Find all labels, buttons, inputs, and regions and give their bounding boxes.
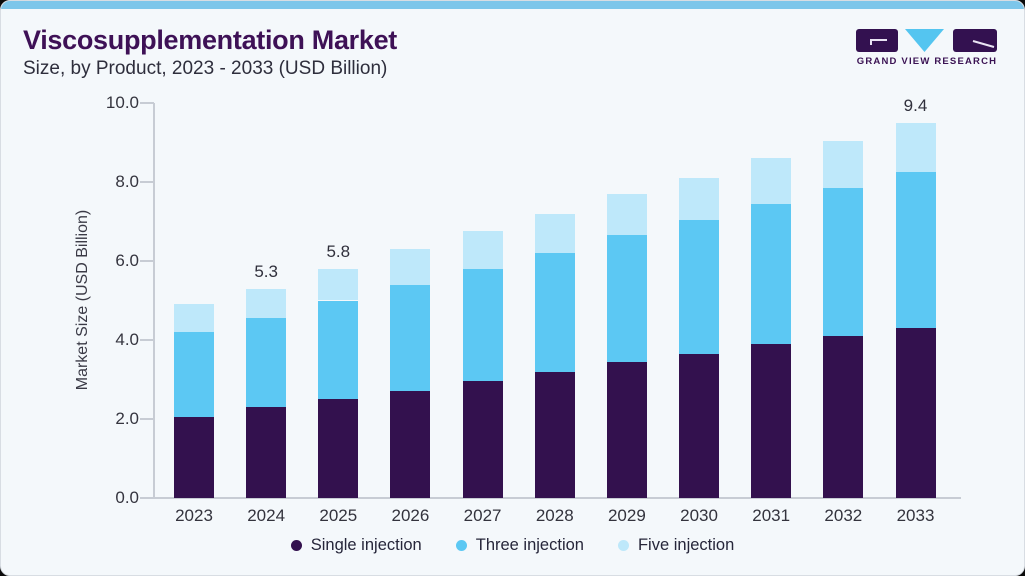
bar-2029-five-injection bbox=[606, 193, 647, 236]
bar-2030-five-injection bbox=[679, 178, 720, 220]
x-axis-label-2031: 2031 bbox=[752, 506, 791, 525]
bar-2023-single-injection bbox=[174, 417, 214, 498]
bar-2026-five-injection bbox=[390, 249, 431, 285]
gvr-logo-icon bbox=[856, 29, 997, 52]
bar-2031-three-injection bbox=[751, 203, 792, 344]
bar-2023-three-injection bbox=[174, 332, 214, 418]
bar-2024-five-injection bbox=[246, 288, 287, 319]
y-axis-tick-label: 6.0 bbox=[115, 250, 139, 270]
x-axis-label-2028: 2028 bbox=[535, 506, 574, 525]
bar-total-label-2024: 5.3 bbox=[254, 261, 278, 281]
legend-dot-single-injection bbox=[290, 540, 302, 551]
bar-2027-three-injection bbox=[462, 268, 503, 382]
y-axis-tick-label: 4.0 bbox=[115, 329, 139, 349]
gvr-logo-text: GRAND VIEW RESEARCH bbox=[856, 56, 998, 67]
bar-2031-single-injection bbox=[751, 343, 792, 498]
bar-2030-three-injection bbox=[679, 219, 720, 354]
bar-2025-three-injection bbox=[318, 300, 359, 400]
y-axis-line bbox=[153, 103, 155, 498]
y-axis-tick-label: 10.0 bbox=[105, 92, 139, 112]
bar-2028-five-injection bbox=[534, 213, 575, 254]
bar-2024-single-injection bbox=[246, 407, 287, 498]
x-axis-label-2030: 2030 bbox=[680, 506, 718, 525]
y-axis-tick-label: 8.0 bbox=[115, 171, 139, 191]
legend-label-three-injection: Three injection bbox=[475, 536, 584, 554]
bar-2029-single-injection bbox=[606, 361, 647, 498]
y-axis-tick bbox=[140, 339, 154, 341]
x-axis-label-2029: 2029 bbox=[607, 506, 646, 525]
x-axis-label-2026: 2026 bbox=[391, 506, 430, 525]
bar-2033-single-injection bbox=[895, 328, 936, 498]
bar-2032-single-injection bbox=[823, 336, 864, 498]
bar-2025-five-injection bbox=[318, 268, 359, 301]
x-axis-label-2025: 2025 bbox=[319, 506, 358, 525]
bar-2024-three-injection bbox=[246, 318, 287, 408]
legend-label-single-injection: Single injection bbox=[310, 536, 422, 554]
x-axis-label-2032: 2032 bbox=[824, 506, 863, 525]
bar-2027-single-injection bbox=[462, 381, 503, 498]
page-subtitle: Size, by Product, 2023 - 2033 (USD Billi… bbox=[23, 58, 388, 79]
bar-2028-three-injection bbox=[534, 253, 575, 372]
legend-item-single-injection: Single injection bbox=[290, 536, 422, 555]
chart-legend: Single injection Three injection Five inje… bbox=[1, 536, 1024, 555]
y-axis-tick bbox=[140, 260, 154, 262]
y-axis-tick bbox=[140, 102, 154, 104]
y-axis-tick bbox=[140, 181, 154, 183]
legend-label-five-injection: Five injection bbox=[637, 536, 735, 554]
bar-2026-single-injection bbox=[390, 391, 431, 498]
bar-total-label-2033: 9.4 bbox=[903, 95, 928, 115]
bar-total-label-2025: 5.8 bbox=[326, 241, 351, 261]
bar-2029-three-injection bbox=[606, 235, 647, 362]
x-axis-label-2024: 2024 bbox=[247, 506, 286, 525]
bar-2023-five-injection bbox=[174, 304, 214, 333]
bar-2030-single-injection bbox=[679, 353, 720, 498]
y-axis-tick-label: 0.0 bbox=[115, 487, 139, 507]
y-axis-tick bbox=[140, 418, 154, 420]
bar-2027-five-injection bbox=[462, 231, 503, 269]
bar-2033-three-injection bbox=[895, 172, 936, 329]
accent-top-bar bbox=[1, 1, 1024, 9]
legend-item-five-injection: Five injection bbox=[617, 536, 735, 555]
x-axis-label-2023: 2023 bbox=[175, 506, 213, 525]
legend-dot-five-injection bbox=[617, 540, 629, 551]
legend-item-three-injection: Three injection bbox=[455, 536, 584, 555]
bar-2032-five-injection bbox=[823, 140, 864, 188]
bar-2028-single-injection bbox=[534, 371, 575, 498]
legend-dot-three-injection bbox=[455, 540, 467, 551]
bar-2033-five-injection bbox=[895, 122, 936, 173]
bar-2026-three-injection bbox=[390, 284, 431, 392]
bar-2025-single-injection bbox=[318, 399, 359, 498]
page-title: Viscosupplementation Market bbox=[23, 25, 398, 55]
x-axis-label-2027: 2027 bbox=[463, 506, 502, 525]
x-axis-label-2033: 2033 bbox=[896, 506, 935, 525]
bar-2032-three-injection bbox=[823, 187, 864, 337]
gvr-logo bbox=[854, 28, 1000, 59]
y-axis-tick-label: 2.0 bbox=[115, 408, 139, 428]
bar-2031-five-injection bbox=[751, 158, 792, 204]
